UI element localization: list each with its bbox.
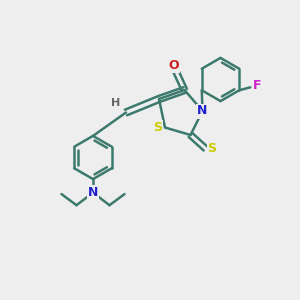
- Text: S: S: [208, 142, 217, 155]
- Text: N: N: [88, 186, 98, 199]
- Text: S: S: [153, 121, 162, 134]
- Text: H: H: [111, 98, 120, 109]
- Text: N: N: [197, 104, 208, 118]
- Text: F: F: [253, 79, 262, 92]
- Text: O: O: [169, 59, 179, 73]
